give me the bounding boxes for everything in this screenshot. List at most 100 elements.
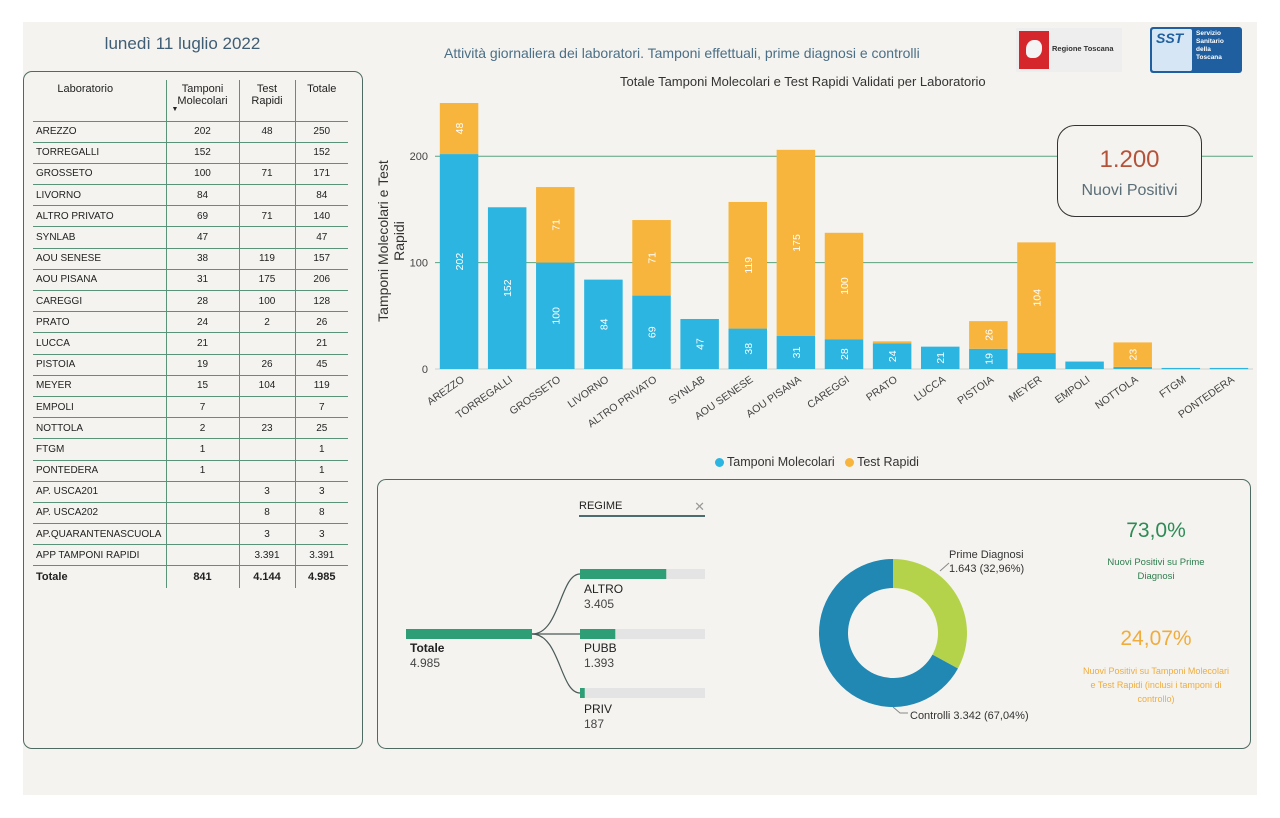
y-tick-label: 200 bbox=[410, 151, 428, 163]
cell-laboratorio: AP. USCA202 bbox=[33, 502, 166, 525]
cell-laboratorio: SYNLAB bbox=[33, 226, 166, 249]
col-header-test-rapidi[interactable]: Test Rapidi bbox=[238, 80, 295, 122]
regime-filter[interactable]: REGIME ✕ bbox=[579, 499, 705, 517]
bar-segment[interactable] bbox=[584, 279, 623, 369]
bar-segment[interactable] bbox=[824, 232, 864, 340]
legend-rapidi-label[interactable]: Test Rapidi bbox=[857, 455, 919, 469]
cell-totale: 3 bbox=[294, 523, 348, 546]
cell-rapidi bbox=[238, 184, 295, 207]
cell-totale: 3.391 bbox=[294, 544, 348, 567]
tree-branch-track bbox=[580, 629, 705, 639]
table-row[interactable]: TORREGALLI 152 152 bbox=[33, 142, 348, 164]
tree-total-label-text: Totale bbox=[410, 641, 445, 655]
table-row[interactable]: AP.QUARANTENASCUOLA 3 3 bbox=[33, 523, 348, 546]
bar-segment[interactable] bbox=[1113, 342, 1152, 367]
bar-segment[interactable] bbox=[969, 348, 1008, 369]
total-label: Totale bbox=[36, 571, 68, 584]
tree-branch-label[interactable]: ALTRO bbox=[584, 582, 624, 596]
pct-nuovi-positivi-tamponi-label: Nuovi Positivi su Tamponi Molecolari e T… bbox=[1083, 666, 1229, 704]
table-row[interactable]: CAREGGI 28 100 128 bbox=[33, 290, 348, 313]
bar-segment[interactable] bbox=[536, 262, 575, 369]
table-row[interactable]: MEYER 15 104 119 bbox=[33, 375, 348, 397]
col-header-laboratorio[interactable]: Laboratorio bbox=[33, 80, 166, 122]
bar-segment[interactable] bbox=[632, 295, 671, 369]
bar-segment[interactable] bbox=[776, 336, 816, 369]
bar-segment[interactable] bbox=[1065, 361, 1104, 369]
cell-rapidi bbox=[238, 142, 295, 164]
data-label: 28 bbox=[839, 348, 851, 360]
bar-segment[interactable] bbox=[439, 103, 479, 155]
cell-laboratorio: TORREGALLI bbox=[33, 142, 166, 164]
table-row[interactable]: PISTOIA 19 26 45 bbox=[33, 354, 348, 376]
bar-segment[interactable] bbox=[1017, 242, 1056, 354]
bar-segment[interactable] bbox=[872, 343, 912, 369]
cell-molecolari bbox=[165, 523, 239, 546]
bar-segment[interactable] bbox=[536, 187, 575, 263]
bar-segment[interactable] bbox=[776, 149, 816, 337]
table-row[interactable]: NOTTOLA 2 23 25 bbox=[33, 417, 348, 440]
cell-totale: 119 bbox=[294, 375, 348, 397]
x-tick-label: FTGM bbox=[1157, 374, 1188, 401]
table-row[interactable]: APP TAMPONI RAPIDI 3.391 3.391 bbox=[33, 544, 348, 567]
sst-logo-line: Sanitario bbox=[1196, 38, 1224, 45]
cell-laboratorio: GROSSETO bbox=[33, 163, 166, 186]
bar-segment[interactable] bbox=[680, 318, 719, 369]
table-row[interactable]: LIVORNO 84 84 bbox=[33, 184, 348, 207]
donut-slice[interactable] bbox=[819, 559, 958, 707]
bar-segment[interactable] bbox=[1017, 353, 1056, 369]
x-tick-label: PISTOIA bbox=[955, 374, 996, 407]
table-row[interactable]: AOU PISANA 31 175 206 bbox=[33, 269, 348, 292]
col-header-tamponi-molecolari[interactable]: Tamponi Molecolari ▼ bbox=[165, 80, 239, 122]
table-row[interactable]: GROSSETO 100 71 171 bbox=[33, 163, 348, 186]
bar-segment[interactable] bbox=[824, 339, 864, 369]
bar-segment[interactable] bbox=[920, 346, 960, 369]
cell-rapidi bbox=[238, 226, 295, 249]
table-row[interactable]: PRATO 24 2 26 bbox=[33, 311, 348, 334]
clear-filter-icon[interactable]: ✕ bbox=[694, 499, 705, 514]
tree-branch-label[interactable]: PUBB bbox=[584, 641, 617, 655]
table-row[interactable]: AP. USCA201 3 3 bbox=[33, 481, 348, 503]
cell-laboratorio: AOU SENESE bbox=[33, 248, 166, 270]
bar-segment[interactable] bbox=[439, 154, 479, 369]
cell-rapidi: 104 bbox=[238, 375, 295, 397]
bar-segment[interactable] bbox=[487, 207, 527, 369]
bar-segment[interactable] bbox=[728, 201, 768, 329]
table-row[interactable]: ALTRO PRIVATO 69 71 140 bbox=[33, 205, 348, 228]
cell-totale: 157 bbox=[294, 248, 348, 270]
tree-branch-label[interactable]: PRIV bbox=[584, 702, 613, 716]
table-row[interactable]: PONTEDERA 1 1 bbox=[33, 460, 348, 482]
cell-molecolari: 7 bbox=[165, 396, 239, 419]
bar-segment[interactable] bbox=[1209, 367, 1249, 370]
table-row[interactable]: LUCCA 21 21 bbox=[33, 332, 348, 355]
bar-segment[interactable] bbox=[872, 341, 912, 344]
col-header-totale[interactable]: Totale bbox=[294, 80, 348, 122]
bar-segment[interactable] bbox=[728, 328, 768, 369]
table-row[interactable]: AREZZO 202 48 250 bbox=[33, 121, 348, 143]
cell-rapidi: 175 bbox=[238, 269, 295, 292]
table-row[interactable]: AOU SENESE 38 119 157 bbox=[33, 248, 348, 270]
col-header-line: Tamponi bbox=[181, 83, 224, 95]
table-row[interactable]: EMPOLI 7 7 bbox=[33, 396, 348, 419]
bar-segment[interactable] bbox=[1113, 366, 1152, 369]
bar-segment[interactable] bbox=[632, 220, 671, 296]
cell-rapidi: 71 bbox=[238, 163, 295, 186]
table-row[interactable]: AP. USCA202 8 8 bbox=[33, 502, 348, 525]
cell-totale: 171 bbox=[294, 163, 348, 186]
donut-slice[interactable] bbox=[893, 559, 967, 669]
data-label: 48 bbox=[454, 123, 466, 135]
table-row[interactable]: SYNLAB 47 47 bbox=[33, 226, 348, 249]
bar-segment[interactable] bbox=[969, 321, 1008, 349]
tree-branch-bar[interactable] bbox=[580, 629, 616, 639]
x-tick-label: EMPOLI bbox=[1053, 374, 1092, 407]
cell-molecolari: 24 bbox=[165, 311, 239, 334]
tree-branch-bar[interactable] bbox=[580, 569, 667, 579]
pct-nuovi-positivi-prime-diagnosi: 73,0% bbox=[1126, 519, 1186, 542]
table-row[interactable]: FTGM 1 1 bbox=[33, 438, 348, 461]
cell-laboratorio: LIVORNO bbox=[33, 184, 166, 207]
legend-molecolari-label[interactable]: Tamponi Molecolari bbox=[727, 455, 835, 469]
bar-segment[interactable] bbox=[1161, 367, 1201, 370]
data-label: 26 bbox=[983, 329, 995, 341]
cell-laboratorio: PONTEDERA bbox=[33, 460, 166, 482]
tree-branch-bar[interactable] bbox=[580, 688, 585, 698]
x-tick-label: PRATO bbox=[864, 374, 900, 404]
